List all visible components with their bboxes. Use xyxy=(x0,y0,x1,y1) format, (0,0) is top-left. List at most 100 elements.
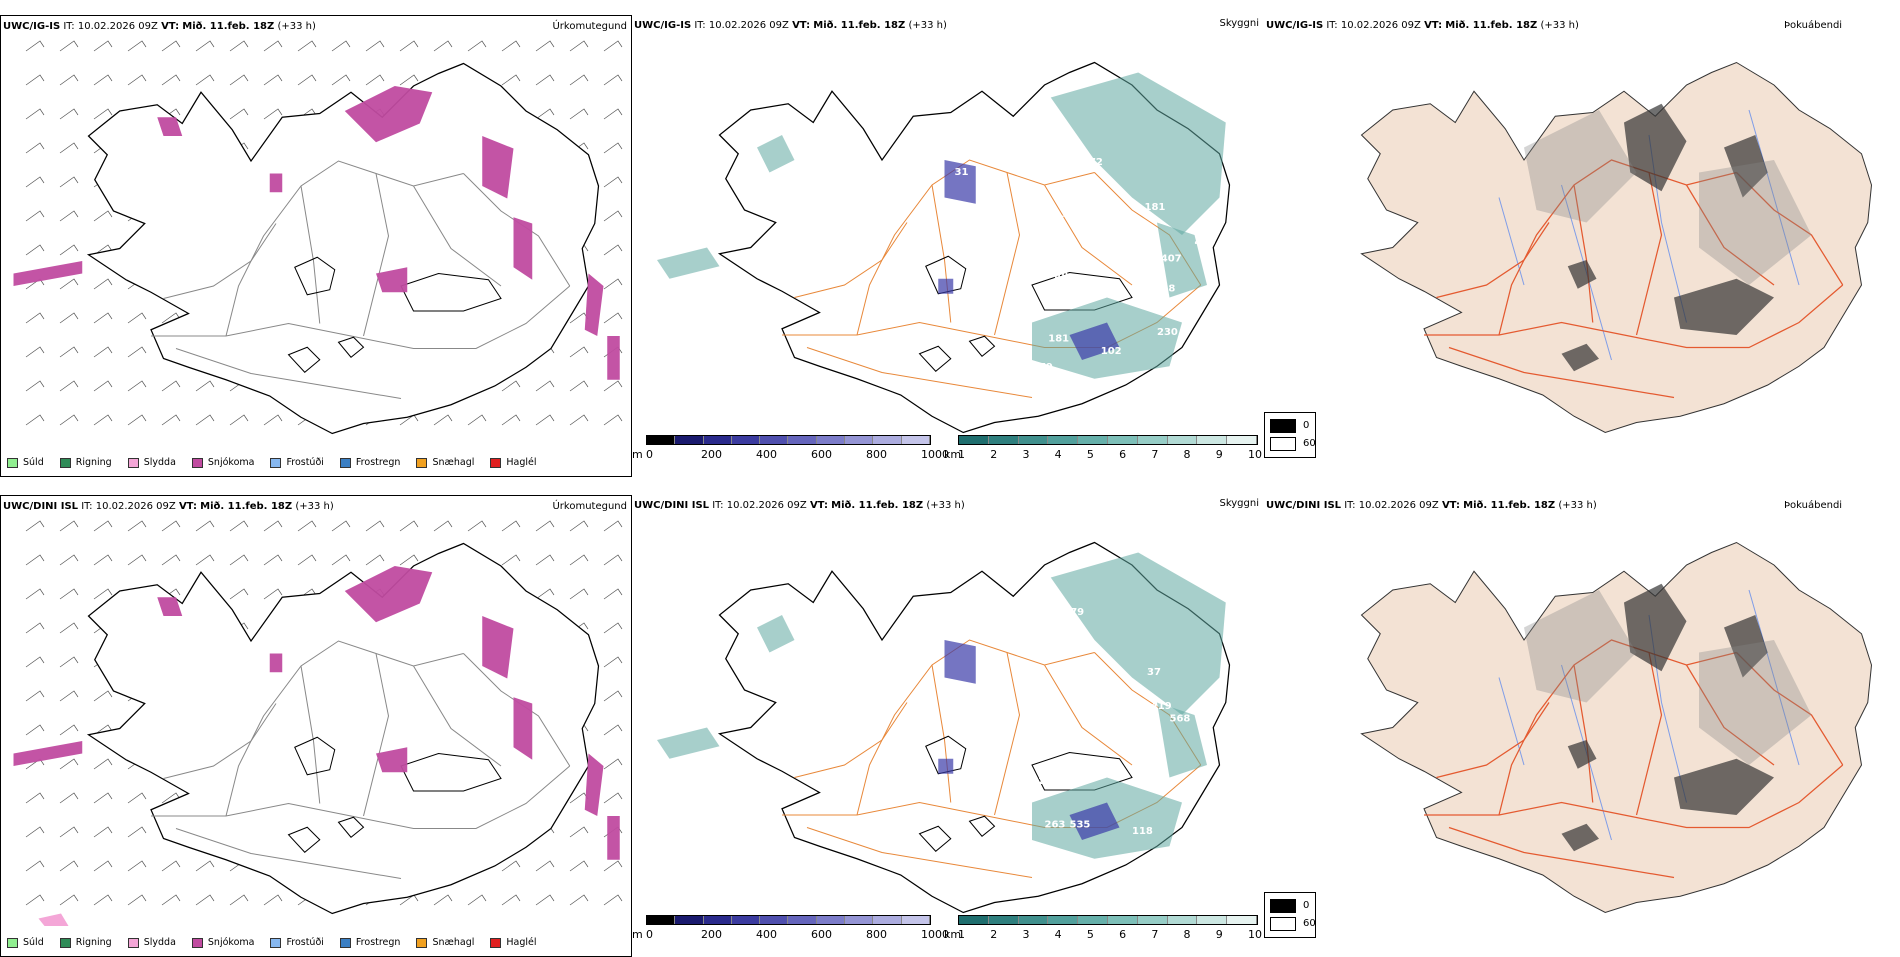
legend-swatch xyxy=(416,457,428,468)
legend-label: Rigning xyxy=(75,937,112,948)
panel-title: UWC/DINI ISL IT: 10.02.2026 09Z VT: Mið.… xyxy=(634,500,965,511)
wind-barb xyxy=(161,894,181,906)
wind-barb xyxy=(195,520,215,532)
colorbar-tick: 4 xyxy=(1054,928,1062,941)
wind-barb xyxy=(467,40,487,52)
wind-barb xyxy=(93,40,113,52)
colorbar-segment xyxy=(988,916,1019,924)
road xyxy=(151,285,571,349)
river xyxy=(1498,197,1525,286)
colorbar-segment xyxy=(873,916,902,924)
wind-barb xyxy=(501,860,521,872)
wind-barb xyxy=(25,210,45,222)
glacier-outline xyxy=(400,272,502,312)
precip-legend-item: Slydda xyxy=(127,937,176,948)
wind-barb xyxy=(603,894,623,906)
legend-swatch xyxy=(270,937,282,948)
legend-label: Súld xyxy=(23,457,44,468)
wind-barb xyxy=(59,894,79,906)
colorbar-segment xyxy=(845,916,874,924)
road xyxy=(1635,652,1663,816)
fog-legend-swatch xyxy=(1270,437,1296,451)
road xyxy=(1424,764,1844,829)
visibility-value-label: 25 xyxy=(1038,776,1052,787)
fog-index-area xyxy=(1524,590,1637,703)
wind-barb xyxy=(93,346,113,358)
precip-legend-item: Rigning xyxy=(59,937,112,948)
colorbar-segment xyxy=(731,916,761,924)
river xyxy=(1748,109,1800,286)
fog-index-area xyxy=(1674,278,1774,335)
wind-barb xyxy=(127,554,147,566)
wind-barb xyxy=(59,40,79,52)
fog-index-area xyxy=(1674,758,1774,815)
road xyxy=(225,640,464,817)
snow-area xyxy=(482,136,514,199)
snow-area xyxy=(513,217,533,280)
wind-barb xyxy=(501,74,521,86)
colorbar-strip xyxy=(646,915,931,925)
colorbar-tick: 800 xyxy=(866,928,887,941)
colorbar-tick: 400 xyxy=(756,928,777,941)
colorbar-segment xyxy=(647,436,676,444)
fog-index-area xyxy=(1724,135,1768,198)
fog-index-area xyxy=(1567,260,1597,289)
wind-barb xyxy=(229,74,249,86)
visibility-value-label: 84 xyxy=(1013,788,1027,799)
wind-barb xyxy=(263,894,283,906)
wind-barb xyxy=(195,380,215,392)
wind-barb xyxy=(263,40,283,52)
precip-legend-item: Haglél xyxy=(490,937,537,948)
wind-barb xyxy=(93,520,113,532)
wind-barb xyxy=(59,622,79,634)
wind-barb xyxy=(93,690,113,702)
wind-barb xyxy=(161,792,181,804)
wind-barb xyxy=(535,588,555,600)
iceland-map-precip xyxy=(13,40,623,435)
iceland-base xyxy=(13,542,620,926)
road xyxy=(806,347,1033,398)
wind-barb xyxy=(59,792,79,804)
wind-barb xyxy=(59,312,79,324)
height-colorbar: m 0 200 400 600 800 1000 xyxy=(632,435,949,463)
wind-barb xyxy=(93,894,113,906)
colorbar-unit: km xyxy=(944,928,962,941)
precip-legend-item: Súld xyxy=(7,457,44,468)
wind-barb xyxy=(297,554,317,566)
colorbar-tick: 10 xyxy=(1248,448,1262,461)
wind-barb xyxy=(93,758,113,770)
wind-barb xyxy=(603,312,623,324)
wind-barb xyxy=(127,520,147,532)
wind-barb xyxy=(195,554,215,566)
wind-barb xyxy=(25,414,45,426)
iceland-map-fog xyxy=(1360,541,1873,914)
fog-index-area xyxy=(1561,823,1599,852)
snow-area xyxy=(344,86,433,143)
colorbar-segment xyxy=(703,436,732,444)
snow-area xyxy=(13,261,83,286)
wind-barb xyxy=(161,520,181,532)
road xyxy=(1044,664,1133,766)
visibility-value-label: 16 xyxy=(1051,215,1065,226)
colorbar-tick: 5 xyxy=(1086,928,1094,941)
wind-barb xyxy=(59,142,79,154)
wind-barb xyxy=(603,588,623,600)
wind-barb xyxy=(263,588,283,600)
road xyxy=(1044,184,1133,286)
wind-barb xyxy=(93,210,113,222)
wind-barb xyxy=(297,74,317,86)
wind-barb xyxy=(59,210,79,222)
visibility-value-label: 476 xyxy=(995,127,1016,138)
visibility-value-label: 34 xyxy=(945,202,959,213)
wind-barb xyxy=(25,622,45,634)
wind-barb xyxy=(603,860,623,872)
panel-title: UWC/IG-IS IT: 10.02.2026 09Z VT: Mið. 11… xyxy=(1266,20,1579,31)
panel-name: Þokuábendi xyxy=(1784,20,1843,31)
wind-barb xyxy=(569,554,589,566)
road xyxy=(931,664,952,803)
road xyxy=(163,223,277,299)
wind-barb xyxy=(535,894,555,906)
river xyxy=(1498,677,1525,766)
wind-barb xyxy=(263,414,283,426)
